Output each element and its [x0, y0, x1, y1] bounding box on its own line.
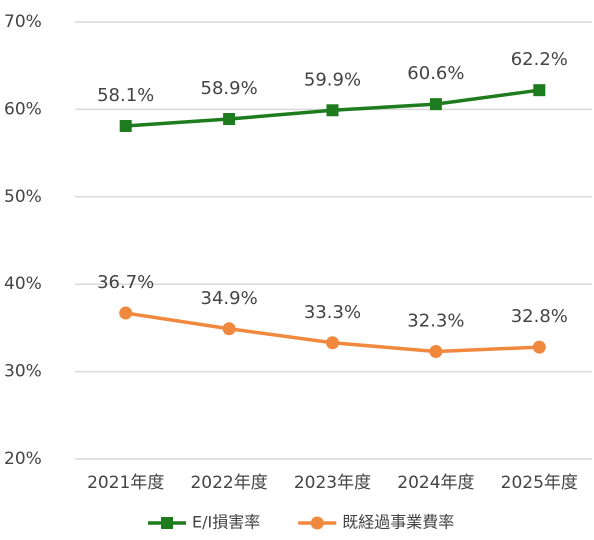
- data-point: [532, 340, 546, 354]
- x-tick-label: 2024年度: [397, 473, 474, 493]
- data-point: [223, 113, 236, 126]
- data-point: [119, 120, 132, 133]
- y-tick-label: 40%: [4, 274, 42, 294]
- y-tick-label: 60%: [4, 99, 42, 119]
- legend-label: E/I損害率: [192, 513, 260, 532]
- x-tick-label: 2022年度: [190, 473, 267, 493]
- data-label: 33.3%: [304, 302, 361, 323]
- y-tick-label: 20%: [4, 449, 42, 469]
- x-tick-label: 2025年度: [501, 473, 578, 493]
- data-point: [326, 336, 339, 350]
- data-label: 59.9%: [304, 69, 361, 90]
- y-tick-label: 30%: [4, 362, 42, 382]
- data-point: [429, 344, 443, 358]
- data-label: 58.1%: [97, 85, 154, 106]
- legend-marker: [161, 517, 173, 529]
- legend-label: 既経過事業費率: [342, 513, 454, 532]
- data-point: [429, 98, 442, 111]
- data-point: [222, 322, 236, 336]
- data-point: [533, 84, 546, 97]
- data-label: 62.2%: [511, 49, 568, 70]
- y-tick-label: 50%: [4, 187, 42, 207]
- x-tick-label: 2023年度: [294, 473, 371, 493]
- data-label: 32.3%: [407, 310, 464, 331]
- data-label: 60.6%: [407, 63, 464, 84]
- y-tick-label: 70%: [4, 12, 42, 32]
- data-label: 34.9%: [201, 288, 258, 309]
- data-point: [119, 306, 133, 320]
- data-point: [326, 104, 339, 117]
- data-label: 36.7%: [97, 272, 154, 293]
- data-label: 58.9%: [201, 78, 258, 99]
- legend-marker: [310, 516, 324, 530]
- x-tick-label: 2021年度: [87, 473, 164, 493]
- data-label: 32.8%: [511, 306, 568, 327]
